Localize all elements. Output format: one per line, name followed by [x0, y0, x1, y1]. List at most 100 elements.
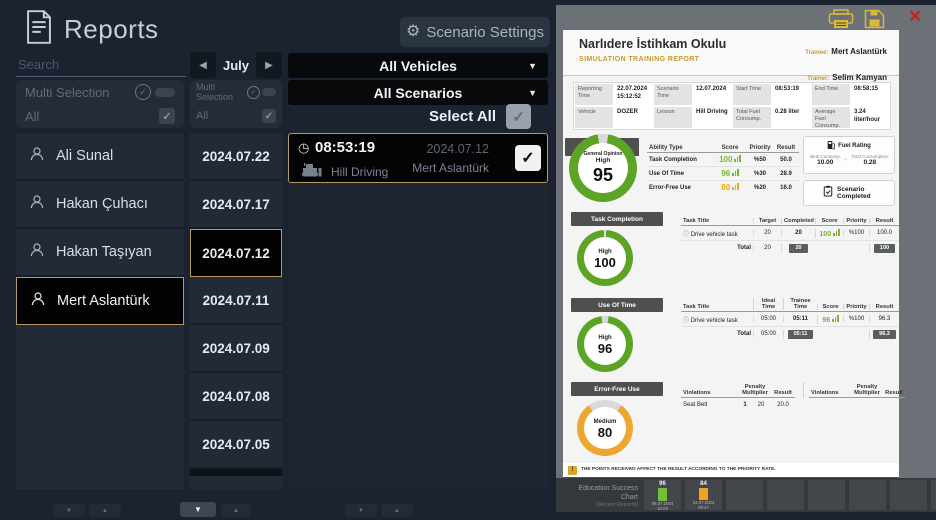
- time-score: 96: [817, 314, 843, 324]
- date-filter-box: Multi Selection ✓ All ✓: [190, 80, 282, 128]
- trainee-scroll-up-button[interactable]: ▲: [89, 504, 121, 517]
- bar-value: 84: [700, 481, 707, 487]
- multi-selection-toggle[interactable]: ✓: [247, 85, 276, 99]
- close-icon[interactable]: ✕: [908, 7, 923, 26]
- date-item-partial: [190, 469, 282, 476]
- task-target: 20: [753, 230, 781, 236]
- trainee-item-selected[interactable]: Mert Aslantürk: [16, 277, 184, 325]
- trainee-row: Trainee: Mert Aslantürk: [805, 37, 887, 63]
- print-button[interactable]: [828, 9, 854, 32]
- trainee-list: Ali Sunal Hakan Çuhacı Hakan Taşıyan Mer…: [16, 133, 184, 489]
- date-item[interactable]: 2024.07.08: [190, 373, 282, 421]
- col-header: Penalty Multiplier: [854, 384, 880, 396]
- info-label: Start Time: [732, 83, 772, 106]
- date-scroll-up-button[interactable]: ▲: [221, 504, 251, 517]
- violation-result: 20.0: [777, 402, 789, 408]
- search-input[interactable]: [16, 52, 186, 77]
- info-label: Lesson: [653, 106, 693, 129]
- general-opinion-gauge: General Opinion High 95: [569, 134, 637, 202]
- next-month-button[interactable]: ▶: [255, 52, 282, 78]
- chevron-down-icon: ▼: [528, 60, 537, 71]
- chart-slot[interactable]: 96 08.07.2024 15:03: [644, 480, 681, 511]
- error-free-gauge: Medium 80: [577, 400, 633, 456]
- info-label: Scenario Time: [653, 83, 693, 106]
- scenarios-dropdown[interactable]: All Scenarios ▼: [288, 80, 548, 105]
- all-checkbox[interactable]: ✓: [262, 109, 276, 123]
- date-item[interactable]: 2024.07.22: [190, 133, 282, 181]
- date-item-selected[interactable]: 2024.07.12: [190, 229, 282, 277]
- task-row: ⓘ Drive vehicle task 20 20 100 %100 100.…: [681, 226, 899, 241]
- multi-selection-label: Multi Selection: [25, 84, 110, 100]
- date-item[interactable]: 2024.07.11: [190, 277, 282, 325]
- trainee-item[interactable]: Hakan Çuhacı: [16, 181, 184, 229]
- warning-icon: !: [568, 465, 577, 475]
- priority-note: ! THE POINTS RECEIVED AFFECT THE RESULT …: [563, 463, 899, 478]
- session-item-selected[interactable]: ◷ 08:53:19 2024.07.12 Hill Driving Mert …: [288, 133, 548, 183]
- info-value: 22.07.2024 15:12:52: [617, 86, 648, 100]
- trainee-scroll-down-button[interactable]: ▼: [53, 504, 85, 517]
- col-header: Result: [774, 390, 792, 396]
- select-all-label: Select All: [429, 108, 496, 125]
- ability-row: Task Completion 100 %50 50.0: [647, 153, 799, 167]
- col-header: Completed: [781, 218, 815, 224]
- info-value: 08:53:19: [775, 86, 800, 92]
- person-icon: [28, 193, 46, 215]
- fuel-rating-box: Fuel Rating Ideal Consump. 10.00 ✓ Total…: [803, 136, 895, 174]
- gauge-score: 100: [594, 254, 616, 270]
- session-scroll-down-button[interactable]: ▼: [345, 504, 377, 517]
- check-icon: ✓: [844, 157, 849, 163]
- session-list: [288, 133, 548, 489]
- session-checkbox[interactable]: ✓: [515, 145, 541, 171]
- info-label: End Time: [811, 83, 851, 106]
- signal-bars-icon: [832, 314, 839, 322]
- violation-count: 1: [743, 402, 747, 408]
- select-all-checkbox[interactable]: ✓: [506, 104, 531, 129]
- report-page: Narlıdere İstihkam Okulu SIMULATION TRAI…: [563, 30, 905, 463]
- person-icon: [28, 145, 46, 167]
- date-item[interactable]: 2024.07.17: [190, 181, 282, 229]
- use-of-time-gauge: High 96: [577, 316, 633, 372]
- time-total-row: Total 05:00 05:11 96.3: [681, 327, 899, 341]
- chart-slot[interactable]: 84 12.07.2024 08:47: [685, 480, 722, 510]
- info-value: 12.07.2024: [696, 86, 727, 92]
- chart-slot-empty: [808, 480, 845, 510]
- error-free-badge: Error-Free Use: [571, 382, 663, 396]
- trainee-item[interactable]: Ali Sunal: [16, 133, 184, 181]
- signal-bars-icon: [732, 169, 739, 176]
- multi-selection-toggle[interactable]: ✓: [135, 84, 175, 100]
- trainer-row: Trainer: Selim Kamyan: [805, 63, 887, 89]
- col-header: Priority: [843, 218, 869, 224]
- multi-selection-row: Multi Selection ✓: [190, 80, 282, 104]
- all-checkbox[interactable]: ✓: [159, 108, 175, 124]
- time-result: 96.3: [869, 316, 899, 322]
- trainee-item[interactable]: Hakan Taşıyan: [16, 229, 184, 277]
- scenario-settings-button[interactable]: ⚙ Scenario Settings: [400, 17, 550, 47]
- gauge-level: High: [598, 248, 612, 255]
- task-priority: %100: [843, 230, 869, 236]
- ability-table: Ability Type Score Priority Result Task …: [647, 140, 799, 194]
- gauge-score: 95: [592, 164, 614, 185]
- prev-month-button[interactable]: ◀: [190, 52, 216, 78]
- session-scroll-up-button[interactable]: ▲: [381, 504, 413, 517]
- all-row: All ✓: [16, 104, 184, 128]
- scenarios-dropdown-value: All Scenarios: [373, 84, 463, 101]
- task-completed: 20: [781, 230, 815, 236]
- person-icon: [29, 290, 47, 312]
- date-item[interactable]: 2024.07.09: [190, 325, 282, 373]
- chart-title-block: Education Success Chart (Recent Reports): [560, 484, 638, 509]
- date-item[interactable]: 2024.07.05: [190, 421, 282, 469]
- violation-multiplier: 20: [757, 402, 765, 408]
- save-button[interactable]: [864, 9, 885, 32]
- trainee-name: Mert Aslantürk: [57, 293, 150, 309]
- all-label: All: [25, 108, 40, 124]
- all-row: All ✓: [190, 104, 282, 128]
- session-lesson: Hill Driving: [331, 165, 389, 179]
- vehicles-dropdown[interactable]: All Vehicles ▼: [288, 53, 548, 78]
- trainee-name: Ali Sunal: [56, 148, 114, 164]
- date-scroll-down-button[interactable]: ▼: [180, 502, 216, 517]
- chart-slot-empty: [931, 480, 936, 510]
- chart-slot-empty: [767, 480, 804, 510]
- total-label: Total: [737, 331, 751, 337]
- info-value: DOZER: [617, 109, 638, 115]
- task-result: 100.0: [869, 230, 899, 236]
